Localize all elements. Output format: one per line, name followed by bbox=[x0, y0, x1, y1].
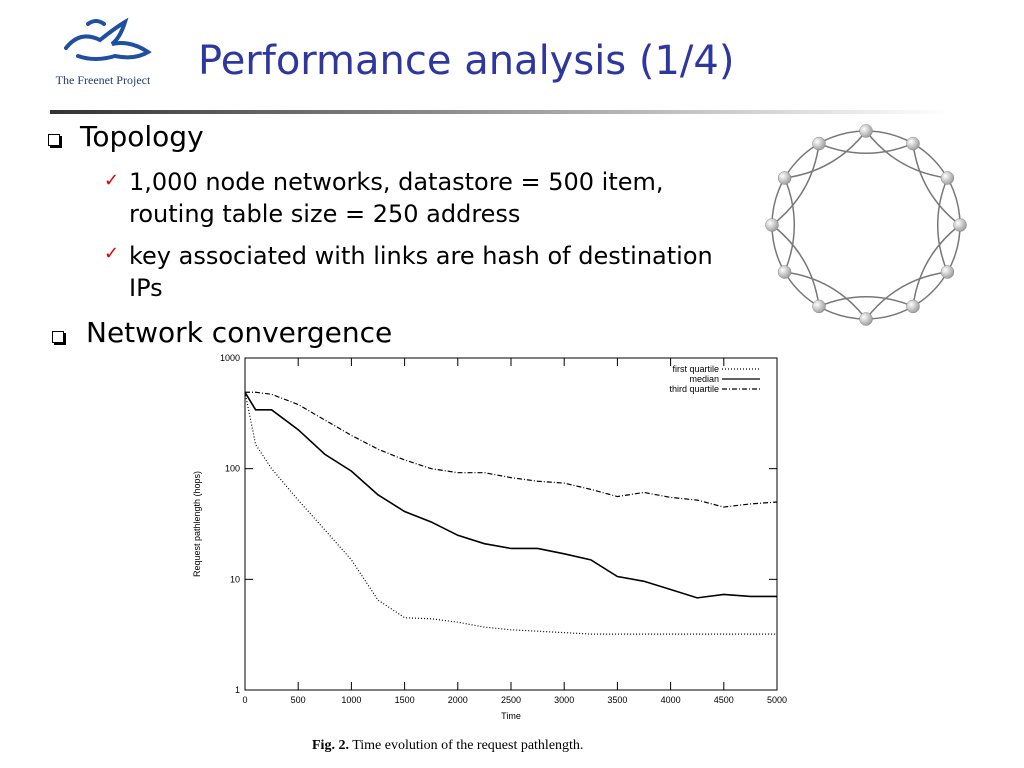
x-tick-label: 4500 bbox=[714, 695, 734, 705]
y-tick-label: 1 bbox=[235, 685, 240, 695]
x-tick-label: 500 bbox=[291, 695, 306, 705]
data-line bbox=[244, 391, 777, 599]
sub-bullet: 1,000 node networks, datastore = 500 ite… bbox=[129, 168, 664, 228]
caption-label: Fig. 2. bbox=[312, 738, 349, 753]
data-line bbox=[245, 391, 778, 508]
ring-node bbox=[777, 265, 792, 279]
ring-node bbox=[940, 265, 955, 279]
plot-frame bbox=[244, 357, 778, 691]
y-axis-label: Request pathlength (hops) bbox=[192, 471, 202, 577]
ring-node bbox=[859, 312, 873, 326]
ring-node bbox=[906, 136, 920, 151]
x-tick-label: 1000 bbox=[341, 695, 361, 705]
chart: 1 10 100 1000 0 500 1000 1500 2000 2500 3000 3500 40… bbox=[192, 353, 787, 721]
check-icon: ✓ bbox=[104, 243, 120, 264]
slide-title: Performance analysis (1/4) bbox=[198, 38, 735, 84]
figure-caption: Fig. 2. Time evolution of the request pa… bbox=[312, 738, 583, 754]
logo bbox=[64, 17, 152, 61]
logo-text: The Freenet Project bbox=[56, 73, 151, 87]
ring-diagram bbox=[765, 124, 967, 326]
caption-text: Time evolution of the request pathlength… bbox=[352, 738, 584, 753]
ring-node bbox=[953, 218, 967, 232]
bullet: Network convergence bbox=[86, 316, 393, 349]
bullet-icon bbox=[48, 134, 60, 146]
ring-chord bbox=[784, 271, 867, 320]
sub-bullet: key associated with links are hash of de… bbox=[129, 242, 713, 302]
ring-chord bbox=[912, 143, 961, 226]
ring-chord bbox=[771, 224, 820, 307]
legend-label: first quartile bbox=[672, 364, 719, 374]
ring-node bbox=[812, 299, 826, 314]
x-tick-label: 2000 bbox=[448, 695, 468, 705]
y-tick-label: 100 bbox=[225, 464, 240, 474]
check-icon: ✓ bbox=[104, 170, 120, 191]
ring-chord bbox=[818, 142, 914, 155]
bullet-icon bbox=[52, 331, 64, 343]
x-tick-label: 0 bbox=[242, 695, 247, 705]
bullet: Topology bbox=[80, 120, 204, 153]
ring-chord bbox=[771, 143, 820, 226]
ring-node bbox=[940, 171, 955, 185]
header-rule bbox=[50, 110, 950, 114]
x-tick-label: 3500 bbox=[607, 695, 627, 705]
x-tick-label: 5000 bbox=[767, 695, 787, 705]
ring-chord bbox=[783, 177, 796, 273]
ring-edge bbox=[771, 130, 961, 320]
ring-chord bbox=[865, 271, 948, 320]
legend-label: median bbox=[689, 374, 719, 384]
x-tick-label: 3000 bbox=[554, 695, 574, 705]
x-tick-label: 4000 bbox=[661, 695, 681, 705]
ring-node bbox=[906, 299, 920, 314]
x-tick-label: 1500 bbox=[395, 695, 415, 705]
y-tick-label: 1000 bbox=[220, 353, 240, 363]
ring-chord bbox=[818, 295, 914, 308]
ring-node bbox=[859, 124, 873, 138]
ring-node bbox=[812, 136, 826, 151]
x-tick-label: 2500 bbox=[501, 695, 521, 705]
legend-label: third quartile bbox=[669, 384, 719, 394]
y-tick-label: 10 bbox=[230, 574, 240, 584]
x-axis-label: Time bbox=[501, 711, 521, 721]
ring-chord bbox=[865, 130, 948, 179]
ring-chord bbox=[784, 130, 867, 179]
ring-chord bbox=[936, 177, 949, 273]
ring-node bbox=[765, 218, 779, 232]
ring-chord bbox=[912, 224, 961, 307]
ring-node bbox=[777, 171, 792, 185]
